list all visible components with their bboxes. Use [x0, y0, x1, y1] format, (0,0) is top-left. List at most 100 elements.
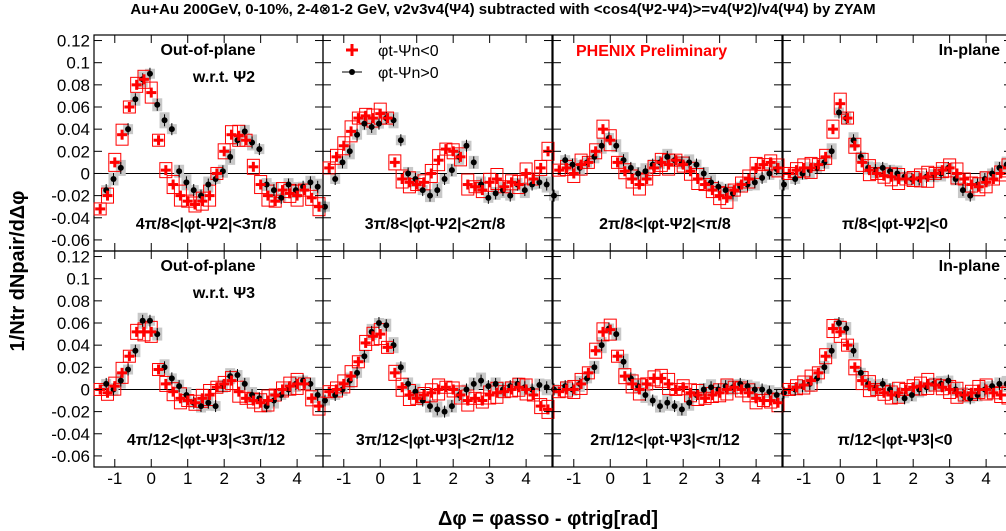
panel-frame: [322, 250, 553, 468]
data-point-black: [234, 372, 241, 379]
data-point-black: [441, 176, 448, 182]
data-point-black: [642, 392, 649, 398]
data-point-black: [642, 168, 649, 175]
x-tick-label: 0: [836, 469, 845, 488]
y-tick-label: 0.08: [57, 292, 90, 311]
data-point-black: [879, 380, 886, 387]
legend-marker-black: [349, 69, 355, 75]
data-point-black: [835, 109, 842, 116]
data-point-black: [485, 383, 492, 390]
data-point-black: [908, 392, 915, 398]
sys-box: [388, 154, 402, 171]
data-point-black: [405, 170, 412, 177]
data-point-black: [492, 190, 499, 197]
y-tick-label: -0.02: [51, 187, 90, 206]
y-tick-label: -0.02: [51, 403, 90, 422]
panel-range-label: π/12<|φt-Ψ3|<0: [838, 432, 953, 449]
data-point-black: [989, 383, 996, 390]
data-point-black: [536, 179, 543, 186]
data-point-black: [270, 187, 277, 194]
panel-range-label: 3π/12<|φt-Ψ3|<2π/12: [356, 432, 514, 449]
x-tick-label: 2: [219, 469, 228, 488]
sys-box: [246, 158, 260, 175]
data-point-black: [375, 120, 382, 127]
y-tick-label: 0.12: [57, 248, 90, 267]
data-point-black: [620, 358, 627, 365]
panel-header: Out-of-plane: [160, 258, 255, 275]
y-tick-label: 0.08: [57, 76, 90, 95]
data-point-black: [125, 126, 132, 133]
data-point-black: [205, 399, 212, 406]
data-point-black: [492, 380, 499, 387]
data-point-black: [722, 187, 729, 194]
data-point-black: [751, 179, 758, 186]
sys-box: [144, 81, 158, 104]
sys-box: [93, 202, 107, 216]
data-point-black: [427, 192, 434, 199]
data-point-black: [700, 170, 707, 177]
data-point-black: [339, 159, 346, 166]
x-tick-label: -1: [796, 469, 811, 488]
y-tick-label: -0.04: [51, 425, 90, 444]
panel-header: Out-of-plane: [160, 42, 255, 59]
data-point-black: [678, 406, 685, 413]
y-tick-label: 0.02: [57, 358, 90, 377]
x-tick-label: 2: [908, 469, 917, 488]
x-tick-label: 3: [715, 469, 724, 488]
sys-box: [359, 334, 373, 351]
data-point-black: [383, 322, 390, 329]
data-point-black: [562, 157, 569, 164]
y-tick-label: 0.06: [57, 98, 90, 117]
data-point-black: [117, 377, 124, 384]
data-point-black: [686, 399, 693, 406]
data-point-black: [521, 187, 528, 194]
data-point-black: [766, 170, 773, 177]
data-point-black: [649, 397, 656, 404]
data-point-black: [543, 384, 550, 391]
data-point-black: [354, 369, 361, 376]
sys-box: [432, 149, 446, 172]
x-axis-label: Δφ = φasso - φtrig[rad]: [438, 508, 658, 530]
data-point-black: [198, 403, 205, 410]
data-point-black: [412, 388, 419, 395]
data-point-black: [635, 170, 642, 177]
x-tick-label: 3: [945, 469, 954, 488]
sys-box: [826, 119, 840, 139]
data-point-black: [478, 377, 485, 384]
panel-range-label: π/8<|φt-Ψ2|<0: [842, 216, 948, 233]
data-point-black: [419, 187, 426, 194]
data-point-black: [664, 399, 671, 406]
data-point-black: [470, 159, 477, 166]
x-tick-label: -1: [566, 469, 581, 488]
panel-1-0: -1 0 1 2 3 4 0.12 0.1 0.08 0.06 0.04 0.02 0 -0.02 -0.0…: [51, 248, 330, 488]
data-point-black: [346, 148, 353, 155]
data-point-black: [154, 101, 161, 108]
data-point-black: [835, 320, 842, 326]
x-tick-label: 2: [448, 469, 457, 488]
data-point-black: [671, 403, 678, 410]
data-point-black: [613, 142, 620, 149]
data-point-black: [959, 187, 966, 194]
x-tick-label: 1: [412, 469, 421, 488]
data-point-black: [361, 120, 368, 127]
data-point-black: [821, 364, 828, 371]
data-point-black: [766, 388, 773, 395]
data-point-black: [161, 117, 168, 124]
data-point-black: [657, 403, 664, 410]
y-tick-label: 0.04: [57, 336, 90, 355]
x-tick-label: 0: [376, 469, 385, 488]
data-point-black: [397, 137, 404, 144]
data-point-black: [828, 148, 835, 155]
legend-label: φt-Ψn>0: [378, 65, 439, 82]
x-tick-label: 0: [606, 469, 615, 488]
data-point-black: [227, 153, 234, 160]
data-point-black: [463, 142, 470, 149]
sys-box: [596, 119, 610, 139]
data-point-black: [598, 342, 605, 349]
data-point-black: [507, 192, 514, 199]
panel-0-0: 0.12 0.1 0.08 0.06 0.04 0.02 0 -0.02 -0.04 -0.06 O…: [51, 32, 330, 252]
y-tick-label: -0.04: [51, 209, 90, 228]
data-point-black: [627, 164, 634, 171]
data-point-black: [967, 192, 974, 199]
